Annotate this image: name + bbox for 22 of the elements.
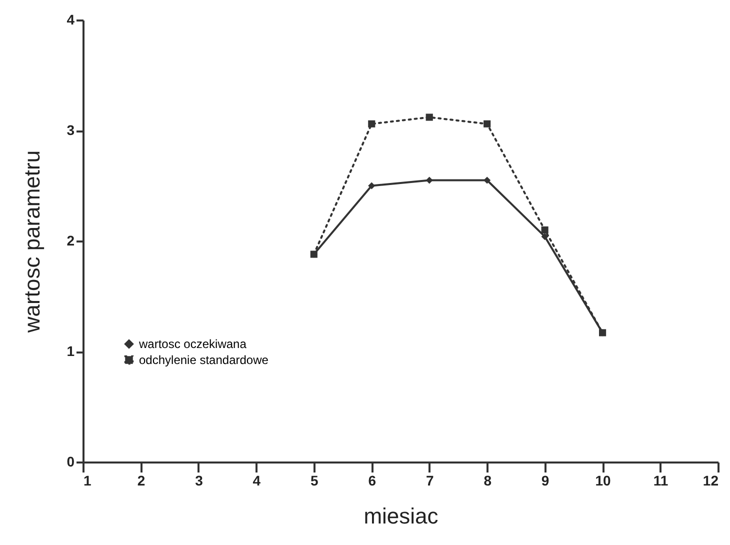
x-tick-label: 1 xyxy=(84,472,92,488)
x-tick-label: 9 xyxy=(541,472,550,488)
y-tick-label: 4 xyxy=(66,12,75,28)
x-tick-label: 3 xyxy=(195,472,204,488)
x-tick-label: 11 xyxy=(653,472,668,488)
x-tick-label: 5 xyxy=(310,472,319,488)
y-tick-label: 1 xyxy=(66,343,75,359)
x-tick-label: 12 xyxy=(702,472,719,488)
y-tick-label: 2 xyxy=(66,232,75,248)
x-tick-label: 7 xyxy=(426,472,434,488)
legend-label: odchylenie standardowe xyxy=(139,353,269,367)
x-tick-label: 4 xyxy=(252,472,261,488)
point xyxy=(599,329,606,336)
y-tick-label: 0 xyxy=(66,454,75,470)
x-tick-label: 8 xyxy=(484,472,492,488)
x-tick-label: 6 xyxy=(368,472,376,488)
x-tick-label: 2 xyxy=(137,472,146,488)
legend-label: wartosc oczekiwana xyxy=(138,337,247,351)
y-tick-label: 3 xyxy=(66,122,75,138)
x-axis-title: miesiac xyxy=(364,504,438,528)
x-tick-label: 10 xyxy=(595,472,612,488)
y-axis-title: wartosc parametru xyxy=(20,150,45,334)
